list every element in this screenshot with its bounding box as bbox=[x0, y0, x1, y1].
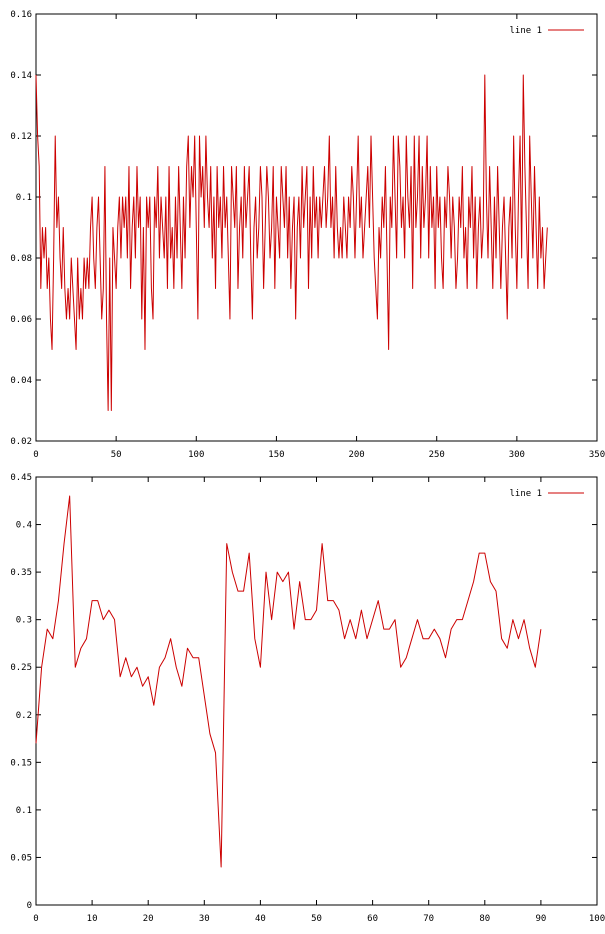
x-tick-label: 250 bbox=[429, 450, 445, 460]
x-tick-label: 0 bbox=[33, 450, 38, 460]
y-tick-label: 0.12 bbox=[10, 132, 32, 142]
y-tick-label: 0.08 bbox=[10, 254, 32, 264]
x-tick-label: 30 bbox=[199, 914, 210, 924]
x-tick-label: 150 bbox=[268, 450, 284, 460]
series-line-1 bbox=[35, 495, 542, 868]
legend-label: line 1 bbox=[509, 26, 542, 36]
y-tick-label: 0.25 bbox=[10, 663, 32, 673]
x-tick-label: 100 bbox=[589, 914, 605, 924]
plot-frame bbox=[35, 13, 598, 442]
y-tick-label: 0.4 bbox=[16, 521, 32, 531]
x-tick-label: 70 bbox=[423, 914, 434, 924]
y-tick-label: 0.04 bbox=[10, 376, 32, 386]
chart-bottom: 0 0.05 0.1 0.15 0.2 0.25 0.3 0.35 0.4 0.45 0 10 20 30… bbox=[10, 473, 605, 924]
x-tick-label: 50 bbox=[111, 450, 122, 460]
x-tick-label: 100 bbox=[188, 450, 204, 460]
y-tick-label: 0.1 bbox=[16, 806, 32, 816]
y-tick-label: 0.35 bbox=[10, 568, 32, 578]
x-tick-label: 350 bbox=[589, 450, 605, 460]
y-tick-label: 0.45 bbox=[10, 473, 32, 483]
x-tick-label: 300 bbox=[509, 450, 525, 460]
x-tick-label: 10 bbox=[87, 914, 98, 924]
y-tick-label: 0.15 bbox=[10, 758, 32, 768]
x-tick-label: 0 bbox=[33, 914, 38, 924]
y-tick-label: 0 bbox=[27, 901, 32, 911]
y-tick-label: 0.16 bbox=[10, 10, 32, 20]
y-tick-label: 0.06 bbox=[10, 315, 32, 325]
x-tick-label: 40 bbox=[255, 914, 266, 924]
plot-frame bbox=[35, 476, 598, 906]
x-tick-label: 20 bbox=[143, 914, 154, 924]
x-tick-label: 200 bbox=[348, 450, 364, 460]
y-tick-label: 0.2 bbox=[16, 711, 32, 721]
y-tick-label: 0.02 bbox=[10, 437, 32, 447]
x-tick-label: 50 bbox=[311, 914, 322, 924]
x-tick-label: 80 bbox=[479, 914, 490, 924]
legend-label: line 1 bbox=[509, 489, 542, 499]
y-tick-label: 0.3 bbox=[16, 616, 32, 626]
y-tick-label: 0.14 bbox=[10, 71, 32, 81]
x-tick-label: 90 bbox=[535, 914, 546, 924]
y-tick-label: 0.05 bbox=[10, 853, 32, 863]
chart-top: 0.02 0.04 0.06 0.08 0.1 0.12 0.14 0.16 0 50 100 150… bbox=[10, 10, 605, 460]
series-line-1 bbox=[35, 74, 548, 411]
x-tick-label: 60 bbox=[367, 914, 378, 924]
y-tick-label: 0.1 bbox=[16, 193, 32, 203]
